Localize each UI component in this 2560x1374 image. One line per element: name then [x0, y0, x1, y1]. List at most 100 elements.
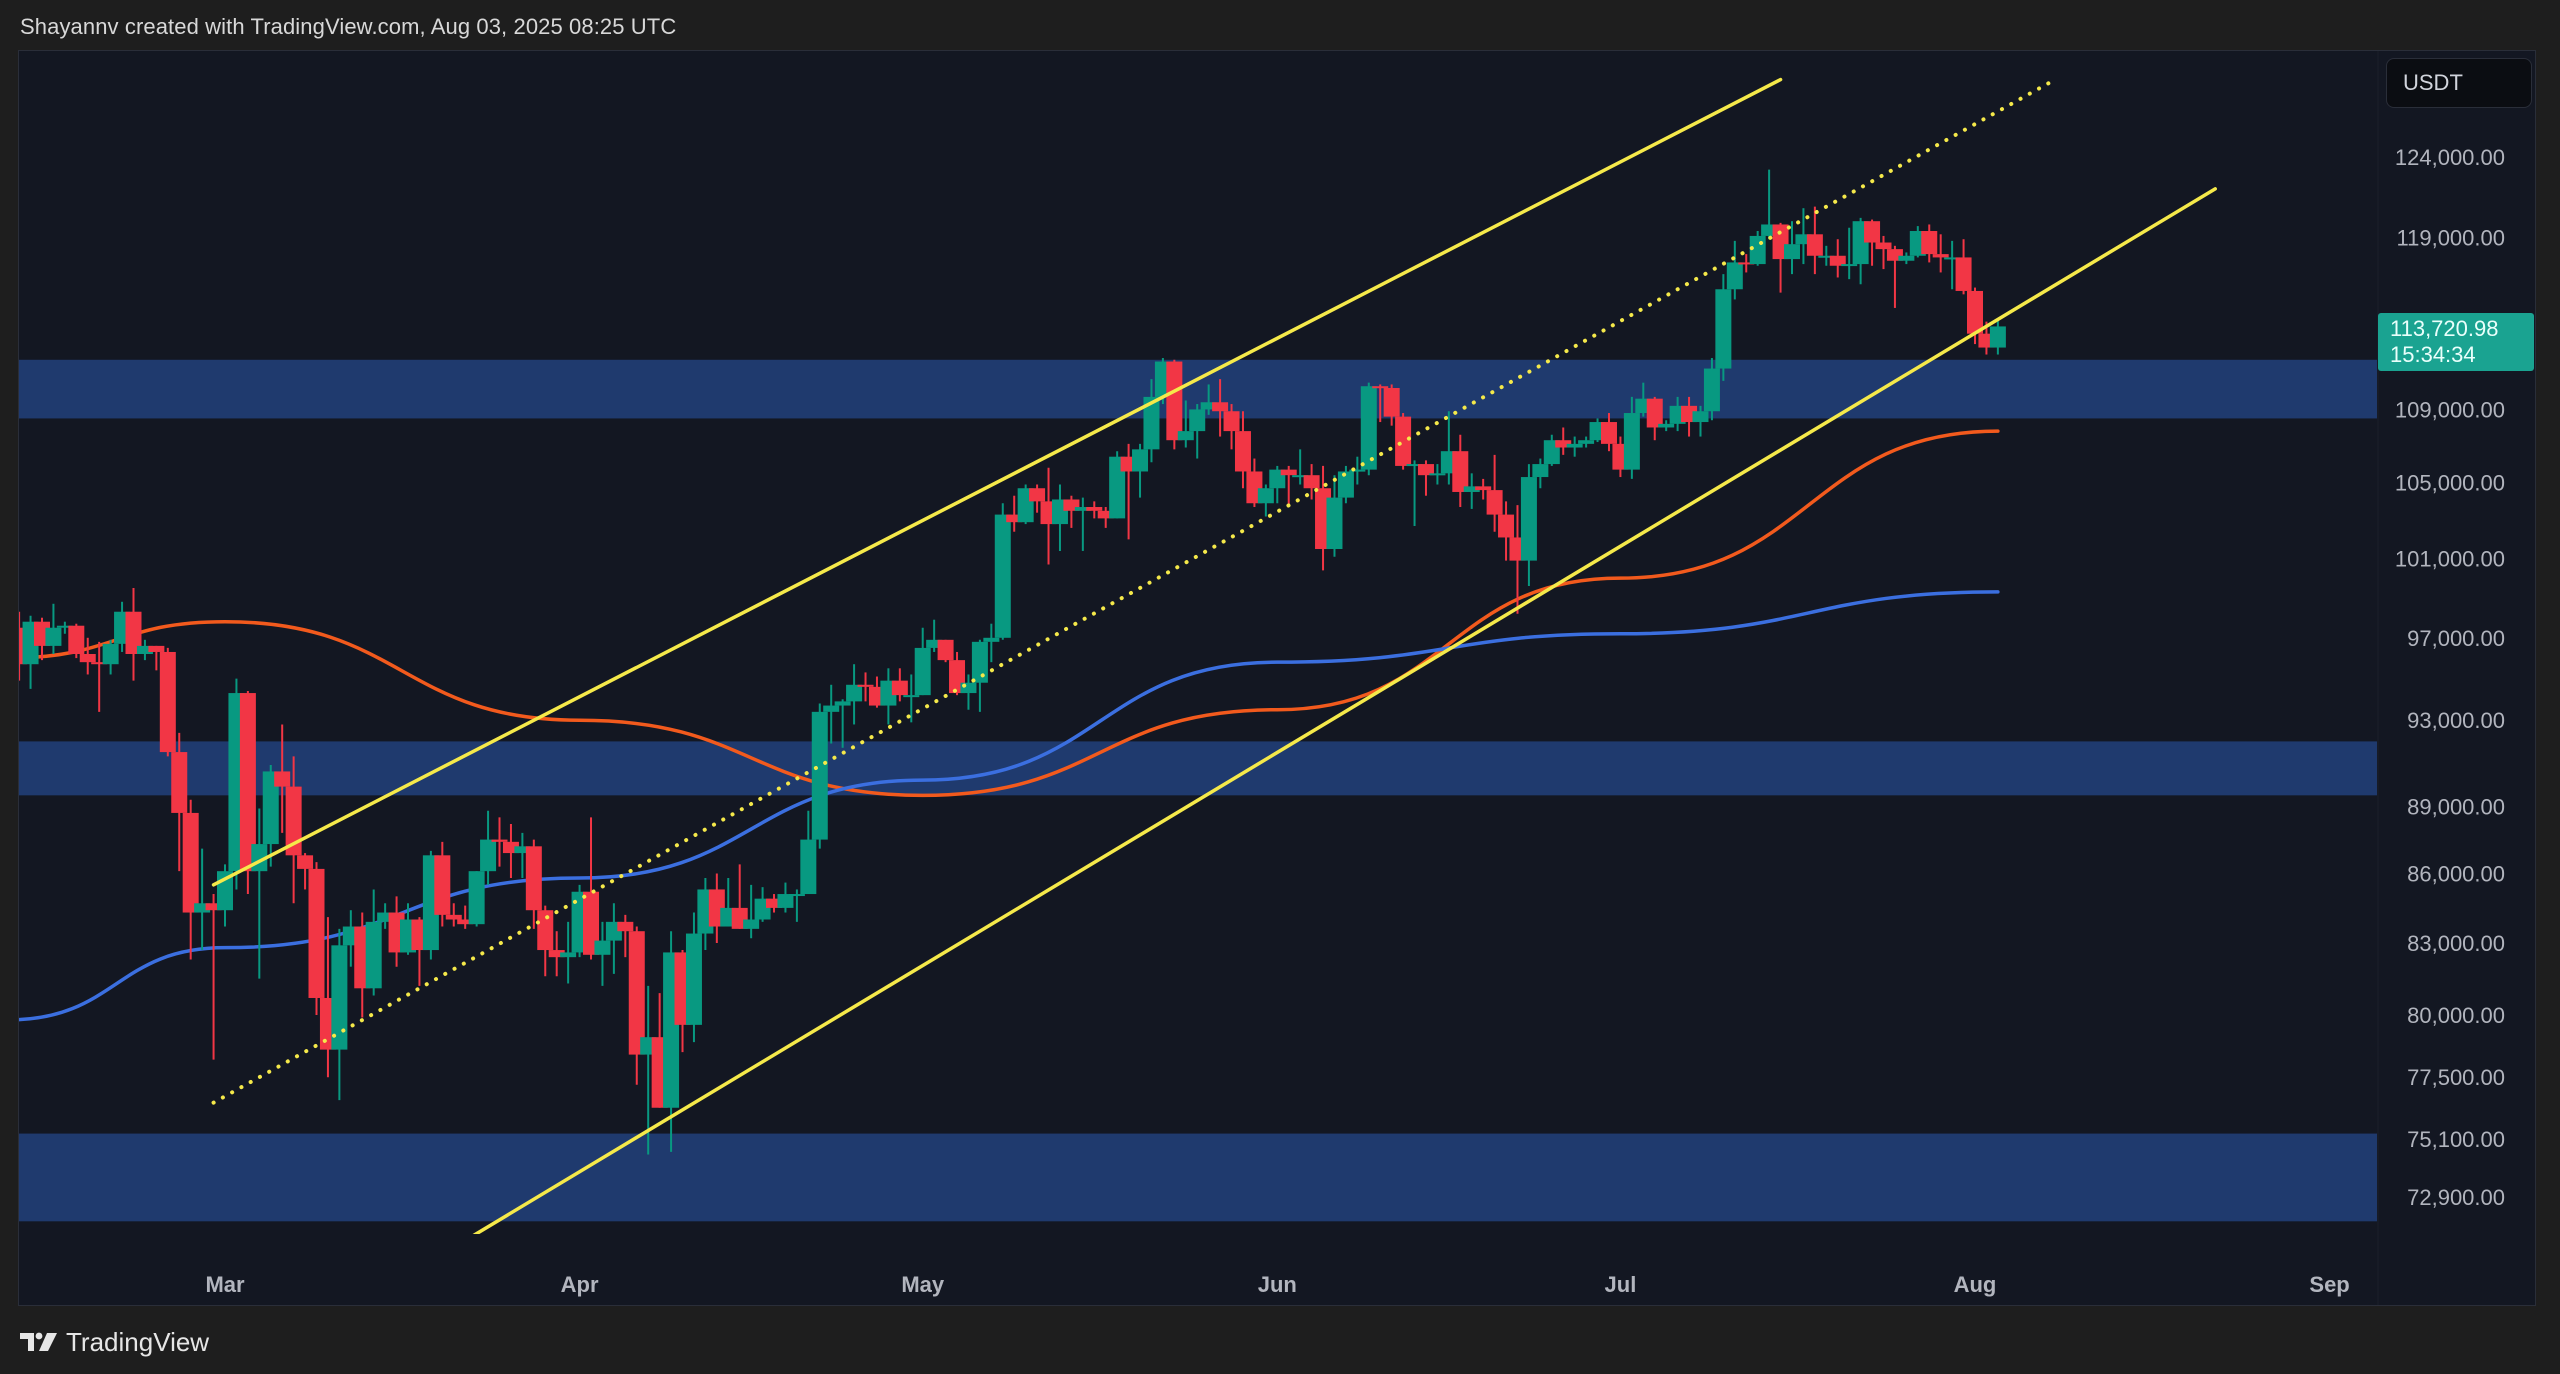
price-tick-label: 75,100.00 [2407, 1127, 2505, 1152]
candle [960, 674, 977, 710]
candle [445, 903, 462, 927]
candle [823, 684, 840, 744]
candle [628, 926, 645, 1085]
candle [685, 912, 702, 1043]
time-tick-label: Jul [1605, 1272, 1637, 1297]
candle [1337, 465, 1354, 504]
candle [1074, 497, 1091, 551]
candle [1498, 501, 1515, 561]
chart-frame[interactable] [18, 50, 2536, 1306]
candle [903, 674, 920, 723]
candle [1566, 436, 1583, 457]
candle [1623, 396, 1640, 479]
candle [102, 639, 119, 675]
candle [1783, 221, 1800, 275]
candle [1097, 507, 1114, 528]
price-tick-label: 119,000.00 [2397, 226, 2505, 251]
candle [1818, 245, 1835, 266]
candle [1898, 252, 1915, 265]
candle [468, 871, 485, 927]
candle [1886, 245, 1903, 308]
candle [171, 732, 188, 872]
channel-lower-line[interactable] [442, 187, 2217, 1254]
candle [983, 623, 1000, 663]
candle [788, 889, 805, 922]
candle [1006, 495, 1023, 532]
candle [880, 668, 897, 725]
candle [1921, 224, 1938, 263]
candle [217, 864, 233, 927]
price-tick-label: 124,000.00 [2395, 145, 2505, 170]
ascending-channel[interactable] [211, 77, 2217, 1255]
candle [1177, 400, 1194, 448]
candle [1429, 464, 1446, 485]
candle [1029, 484, 1046, 513]
candle [537, 905, 554, 977]
candle [1726, 240, 1743, 300]
candle [971, 639, 988, 712]
candle [1944, 240, 1961, 290]
candle [1360, 382, 1377, 476]
zone-2[interactable] [19, 1133, 2377, 1222]
candle [205, 894, 222, 1060]
candle [182, 799, 199, 960]
candle [891, 668, 908, 702]
candle [239, 690, 256, 895]
candle [1257, 484, 1274, 517]
candle [274, 724, 291, 833]
time-tick-label: Sep [2309, 1272, 2349, 1297]
candle [148, 645, 165, 671]
candle [377, 903, 394, 929]
channel-upper-line[interactable] [211, 77, 1783, 887]
candle [91, 641, 108, 712]
candle [68, 623, 85, 659]
candle [548, 931, 565, 977]
price-tick-label: 80,000.00 [2407, 1003, 2505, 1028]
candle [1543, 434, 1560, 466]
candle [1864, 219, 1881, 266]
ma-orange-line[interactable] [8, 429, 2000, 798]
price-tick-label: 93,000.00 [2407, 708, 2505, 733]
candle [1578, 436, 1595, 448]
candle [1555, 427, 1572, 455]
candle [434, 841, 451, 927]
price-axis[interactable]: 124,000.00 119,000.00 109,000.00 105,000.00… [2395, 145, 2505, 1210]
time-axis[interactable]: Mar Apr May Jun Jul Aug Sep [205, 1272, 2349, 1297]
candles [19, 169, 2006, 1155]
candle [834, 699, 851, 748]
candle [1383, 384, 1400, 426]
candle [846, 664, 863, 725]
candle [79, 637, 96, 675]
candle [285, 756, 302, 904]
candle [743, 884, 760, 939]
candle [594, 921, 611, 986]
last-price-tag: 113,720.98 15:34:34 [2378, 313, 2534, 371]
candle [1143, 379, 1160, 463]
tradingview-brand: TradingView [66, 1326, 210, 1357]
candle [1932, 234, 1949, 273]
candle [1200, 384, 1217, 415]
candle [1806, 206, 1823, 275]
candle [1280, 465, 1297, 506]
currency-selector[interactable]: USDT [2386, 58, 2532, 108]
candle [1600, 413, 1617, 452]
candle [583, 817, 600, 960]
price-tick-label: 89,000.00 [2407, 794, 2505, 819]
candle [136, 639, 153, 661]
candle [1841, 227, 1858, 280]
candle [1063, 495, 1080, 528]
candle [800, 810, 817, 895]
ma-blue-line[interactable] [8, 590, 2000, 1022]
candle [777, 882, 794, 913]
zone-1[interactable] [19, 741, 2377, 796]
channel-midline-dotted[interactable] [211, 77, 2058, 1105]
candle [811, 703, 828, 849]
candle [297, 853, 314, 890]
tradingview-footer[interactable]: TradingView [20, 1326, 209, 1358]
candle [1955, 239, 1972, 295]
candle [1086, 501, 1103, 519]
price-tick-label: 97,000.00 [2407, 626, 2505, 651]
candle [194, 848, 211, 951]
candle [994, 503, 1011, 640]
